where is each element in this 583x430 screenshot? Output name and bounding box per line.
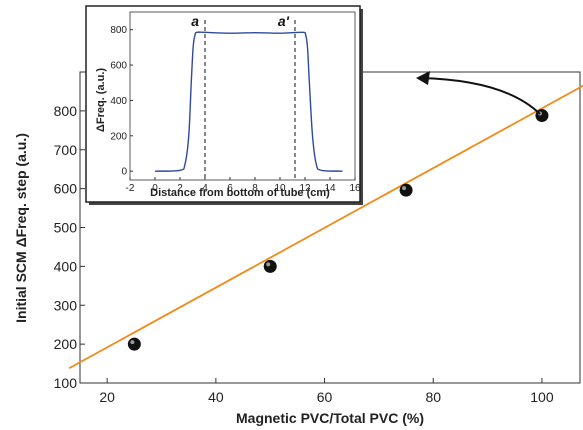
main-y-tick-label: 600 bbox=[54, 181, 78, 197]
inset-x-tick-label: 2 bbox=[177, 183, 183, 194]
inset-y-tick-label: 400 bbox=[110, 96, 127, 107]
main-data-point-highlight bbox=[130, 340, 135, 345]
main-x-tick-label: 60 bbox=[317, 389, 333, 405]
inset-chart: -2 0 2 4 6 8 10 12 14 16 0 200 400 600 800 a a' Distan… bbox=[85, 5, 363, 205]
main-data-point bbox=[263, 259, 277, 273]
main-y-tick-label: 300 bbox=[54, 297, 78, 313]
main-y-tick-label: 100 bbox=[54, 375, 78, 391]
main-y-tick-label: 400 bbox=[54, 258, 78, 274]
inset-markers: a a' bbox=[191, 13, 296, 180]
inset-x-tick-label: 12 bbox=[299, 183, 311, 194]
main-y-tick-label: 800 bbox=[54, 103, 78, 119]
main-x-axis-label: Magnetic PVC/Total PVC (%) bbox=[236, 410, 424, 426]
main-data-point bbox=[399, 183, 413, 197]
main-x-tick-label: 40 bbox=[208, 389, 224, 405]
inset-x-tick-label: 8 bbox=[252, 183, 258, 194]
inset-x-tick-label: 4 bbox=[202, 183, 208, 194]
main-data-point-highlight bbox=[266, 262, 271, 267]
inset-background bbox=[85, 5, 361, 203]
main-y-ticks: 100 200 300 400 500 600 700 800 bbox=[54, 103, 85, 391]
inset-y-tick-label: 600 bbox=[110, 61, 127, 72]
inset-x-tick-label: -2 bbox=[126, 183, 135, 194]
main-y-tick-label: 700 bbox=[54, 142, 78, 158]
inset-x-tick-label: 14 bbox=[324, 183, 336, 194]
main-y-axis-label: Initial SCM ΔFreq. step (a.u.) bbox=[13, 133, 29, 323]
main-y-tick-label: 500 bbox=[54, 220, 78, 236]
inset-x-axis-label: Distance from bottom of tube (cm) bbox=[150, 187, 330, 199]
inset-y-tick-label: 200 bbox=[110, 131, 127, 142]
inset-x-tick-label: 16 bbox=[349, 183, 361, 194]
inset-pointer-arrow bbox=[419, 77, 541, 115]
main-x-tick-label: 100 bbox=[530, 389, 554, 405]
main-y-tick-label: 200 bbox=[54, 336, 78, 352]
inset-y-tick-label: 800 bbox=[110, 25, 127, 36]
inset-x-tick-label: 10 bbox=[274, 183, 286, 194]
main-x-tick-label: 80 bbox=[425, 389, 441, 405]
inset-x-tick-label: 6 bbox=[227, 183, 233, 194]
main-data-point bbox=[127, 337, 141, 351]
main-x-tick-label: 20 bbox=[99, 389, 115, 405]
main-fit-line bbox=[68, 84, 583, 370]
main-fit-line-group bbox=[68, 84, 583, 370]
inset-curve bbox=[154, 31, 343, 172]
main-x-ticks: 20 40 60 80 100 bbox=[99, 378, 554, 405]
inset-y-ticks: 0 200 400 600 800 bbox=[110, 25, 133, 178]
inset-plot-frame bbox=[129, 11, 356, 181]
inset-x-tick-label: 0 bbox=[152, 183, 158, 194]
main-data-point-highlight bbox=[402, 186, 407, 191]
inset-marker-label: a bbox=[191, 13, 199, 29]
inset-pointer bbox=[416, 71, 541, 115]
inset-x-ticks: -2 0 2 4 6 8 10 12 14 16 bbox=[126, 177, 361, 194]
inset-y-axis-label: ΔFreq. (a.u.) bbox=[95, 68, 107, 132]
inset-pointer-arrowhead bbox=[416, 71, 430, 85]
inset-y-tick-label: 0 bbox=[121, 167, 127, 178]
inset-marker-label: a' bbox=[278, 13, 290, 29]
